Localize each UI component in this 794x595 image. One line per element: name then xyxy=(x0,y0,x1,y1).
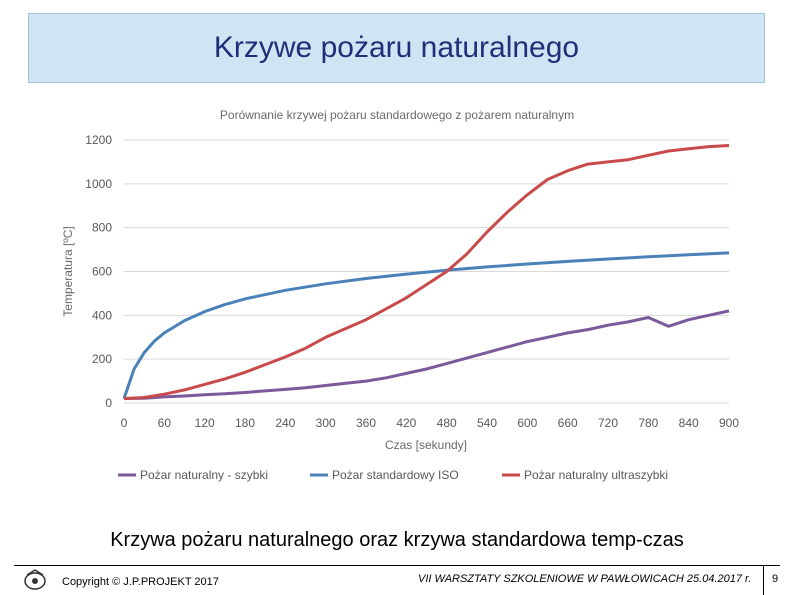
x-tick-label: 120 xyxy=(195,416,215,430)
page-number: 9 xyxy=(772,573,779,585)
series-line-3 xyxy=(123,144,730,401)
y-axis-label: Temperatura [ºC] xyxy=(61,226,75,316)
y-tick-labels: 0 200 400 600 800 1000 1200 xyxy=(85,133,112,410)
series-line-2 xyxy=(122,251,730,400)
chart-series xyxy=(122,144,730,401)
footer-divider xyxy=(14,565,780,566)
footer-page-separator xyxy=(763,566,764,595)
x-tick-labels: 0 60 120 180 240 300 360 420 480 540 600 660 720 780 8… xyxy=(121,416,740,430)
y-tick-label: 400 xyxy=(92,308,112,322)
footer-event: VII WARSZTATY SZKOLENIOWE W PAWŁOWICACH … xyxy=(418,573,752,585)
temperature-time-chart: Porównanie krzywej pożaru standardowego … xyxy=(61,108,740,482)
y-tick-label: 1000 xyxy=(85,177,112,191)
y-tick-label: 1200 xyxy=(85,133,112,147)
x-tick-label: 360 xyxy=(356,416,376,430)
slide-title: Krzywe pożaru naturalnego xyxy=(213,31,580,64)
x-tick-label: 720 xyxy=(598,416,618,430)
x-tick-label: 900 xyxy=(719,416,739,430)
x-tick-label: 300 xyxy=(316,416,336,430)
company-logo-icon xyxy=(24,569,46,590)
x-tick-label: 240 xyxy=(275,416,295,430)
x-tick-label: 60 xyxy=(158,416,172,430)
footer-copyright: Copyright © J.P.PROJEKT 2017 xyxy=(62,576,219,588)
x-tick-label: 480 xyxy=(437,416,457,430)
x-tick-label: 420 xyxy=(396,416,416,430)
chart-title: Porównanie krzywej pożaru standardowego … xyxy=(220,108,574,122)
chart-legend: Pożar naturalny - szybki Pożar standardow… xyxy=(118,468,668,482)
x-tick-label: 780 xyxy=(638,416,658,430)
x-tick-label: 0 xyxy=(121,416,128,430)
x-tick-label: 600 xyxy=(517,416,537,430)
chart-grid xyxy=(124,139,729,404)
y-tick-label: 0 xyxy=(105,396,112,410)
x-tick-label: 540 xyxy=(477,416,497,430)
legend-label-1: Pożar naturalny - szybki xyxy=(140,468,268,482)
legend-label-2: Pożar standardowy ISO xyxy=(332,468,459,482)
x-axis-label: Czas [sekundy] xyxy=(385,438,467,452)
x-tick-label: 660 xyxy=(558,416,578,430)
series-line-1 xyxy=(123,309,730,401)
y-tick-label: 600 xyxy=(92,265,112,279)
x-tick-label: 180 xyxy=(235,416,255,430)
y-tick-label: 200 xyxy=(92,352,112,366)
legend-label-3: Pożar naturalny ultraszybki xyxy=(524,468,668,482)
slide-caption: Krzywa pożaru naturalnego oraz krzywa st… xyxy=(110,529,684,551)
slide-title-box: Krzywe pożaru naturalnego xyxy=(28,13,765,83)
x-tick-label: 840 xyxy=(679,416,699,430)
y-tick-label: 800 xyxy=(92,221,112,235)
